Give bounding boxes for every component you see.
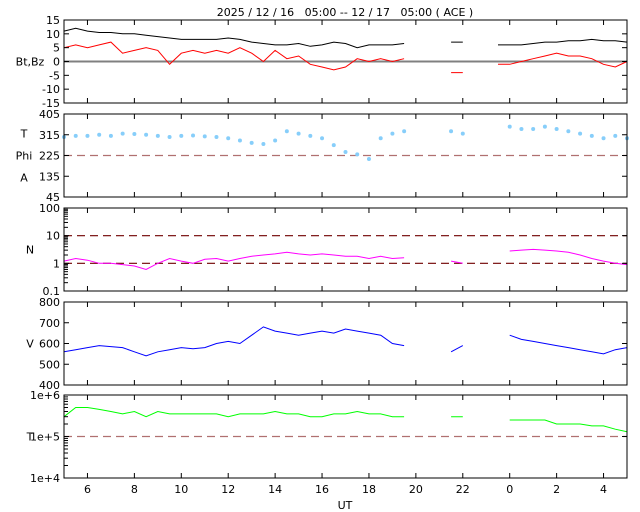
x-tick-label: 22 xyxy=(456,483,470,496)
data-point xyxy=(554,126,559,131)
x-tick-label: 6 xyxy=(84,483,91,496)
y-tick-label: 45 xyxy=(46,191,60,204)
y-tick-label: 225 xyxy=(39,150,60,163)
y-axis-label: V xyxy=(26,338,34,351)
y-tick-label: 0.1 xyxy=(43,285,61,298)
y-tick-label: 500 xyxy=(39,358,60,371)
y-axis-label: A xyxy=(20,172,28,185)
data-point xyxy=(542,124,547,129)
y-tick-label: 135 xyxy=(39,170,60,183)
data-point xyxy=(85,133,90,138)
data-point xyxy=(531,126,536,131)
x-tick-label: 0 xyxy=(506,483,513,496)
y-tick-label: 700 xyxy=(39,317,60,330)
data-point xyxy=(296,131,301,136)
y-tick-label: 405 xyxy=(39,108,60,121)
y-tick-label: 10 xyxy=(46,230,60,243)
data-point xyxy=(601,136,606,141)
data-point xyxy=(202,134,207,139)
y-tick-label: 315 xyxy=(39,129,60,142)
data-point xyxy=(120,131,125,136)
chart-title: 2025 / 12 / 16 05:00 -- 12 / 17 05:00 ( … xyxy=(217,6,473,19)
data-point xyxy=(460,131,465,136)
data-point xyxy=(589,133,594,138)
data-point xyxy=(73,133,78,138)
x-tick-label: 14 xyxy=(268,483,282,496)
data-point xyxy=(355,152,360,157)
data-point xyxy=(97,132,102,137)
panel-3: 400 500 600 700 800 V xyxy=(26,296,628,392)
y-axis-label: Bt,Bz xyxy=(16,56,45,69)
series-line-0 xyxy=(63,27,628,49)
y-tick-label: 1e+5 xyxy=(30,431,60,444)
data-point xyxy=(237,138,242,143)
y-tick-label: 1e+4 xyxy=(30,472,60,485)
panel-2: 0.1 1 10 100 N xyxy=(26,202,628,298)
data-point xyxy=(226,136,231,141)
y-tick-label: 0 xyxy=(53,56,60,69)
data-point xyxy=(155,133,160,138)
data-point xyxy=(320,136,325,141)
x-tick-label: 16 xyxy=(315,483,329,496)
data-point xyxy=(578,131,583,136)
data-point xyxy=(331,143,336,148)
data-point xyxy=(108,133,113,138)
y-axis-label: T xyxy=(20,128,28,141)
data-point xyxy=(366,156,371,161)
data-point xyxy=(566,129,571,134)
data-point xyxy=(343,150,348,155)
y-axis-label: Phi xyxy=(16,150,33,163)
data-point xyxy=(191,133,196,138)
data-point xyxy=(449,129,454,134)
y-tick-label: 600 xyxy=(39,338,60,351)
y-tick-label: 100 xyxy=(39,202,60,215)
data-point xyxy=(378,136,383,141)
data-point xyxy=(402,129,407,134)
data-point xyxy=(144,132,149,137)
data-point xyxy=(519,126,524,131)
x-tick-label: 8 xyxy=(131,483,138,496)
x-tick-label: 2 xyxy=(553,483,560,496)
data-point xyxy=(613,133,618,138)
y-tick-label: 800 xyxy=(39,296,60,309)
y-tick-label: 15 xyxy=(46,14,60,27)
y-tick-label: -5 xyxy=(49,69,60,82)
panel-4: 1e+4 1e+5 1e+6 6 8 10 12 14 16 18 20 22 0 2 4 T xyxy=(26,389,628,496)
series-line-1 xyxy=(63,41,628,74)
y-axis-label: N xyxy=(26,244,34,257)
x-tick-label: 10 xyxy=(174,483,188,496)
y-tick-label: -15 xyxy=(42,97,60,110)
series-line-0 xyxy=(63,248,628,271)
y-tick-label: 1 xyxy=(53,257,60,270)
x-axis-label: UT xyxy=(338,499,353,512)
data-point xyxy=(308,133,313,138)
data-point xyxy=(249,140,254,145)
x-tick-label: 4 xyxy=(600,483,607,496)
y-tick-label: 10 xyxy=(46,28,60,41)
series-line-0 xyxy=(63,407,628,433)
data-point xyxy=(390,131,395,136)
panel-frame xyxy=(63,207,628,292)
data-point xyxy=(507,124,512,129)
x-tick-label: 20 xyxy=(409,483,423,496)
y-tick-label: 400 xyxy=(39,379,60,392)
y-axis-label: T xyxy=(26,431,34,444)
x-tick-label: 12 xyxy=(221,483,235,496)
data-point xyxy=(132,132,137,137)
panel-1: 45 135 225 315 405 T Phi A xyxy=(16,108,629,204)
x-tick-label: 18 xyxy=(362,483,376,496)
data-point xyxy=(284,129,289,134)
data-point xyxy=(261,141,266,146)
data-point xyxy=(214,135,219,140)
data-point xyxy=(273,138,278,143)
series-line-0 xyxy=(63,326,628,357)
y-tick-label: 1e+6 xyxy=(30,389,60,402)
data-point xyxy=(167,135,172,140)
y-tick-label: -10 xyxy=(42,83,60,96)
data-point xyxy=(179,133,184,138)
y-tick-label: 5 xyxy=(53,42,60,55)
